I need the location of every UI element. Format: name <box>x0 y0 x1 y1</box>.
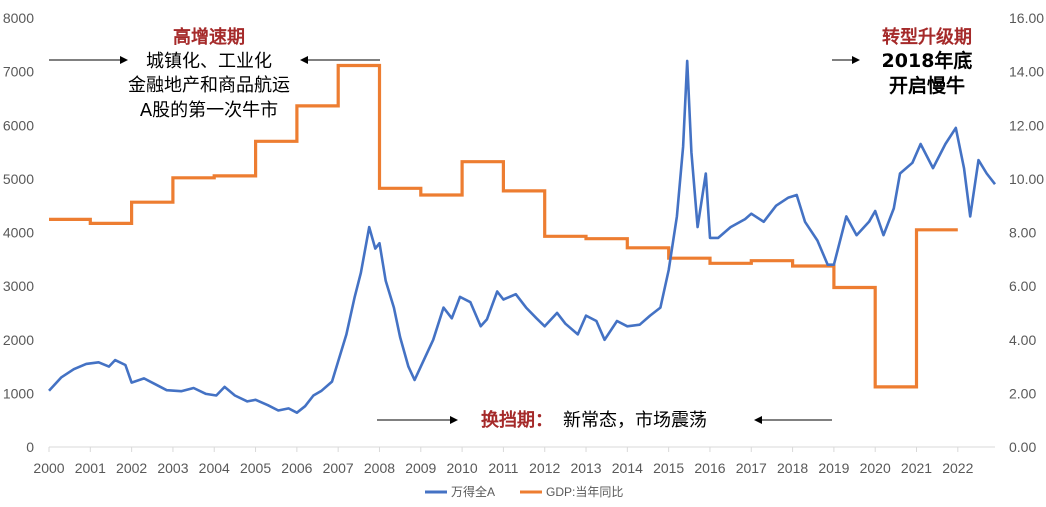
x-tick-label: 2006 <box>281 460 312 476</box>
x-tick-label: 2009 <box>405 460 436 476</box>
legend-label-index: 万得全A <box>451 484 495 499</box>
legend: 万得全A GDP:当年同比 <box>425 484 623 499</box>
transformation-period-title: 转型升级期 <box>882 26 972 48</box>
x-tick-label: 2010 <box>447 460 478 476</box>
arrow-left-icon <box>300 56 380 64</box>
x-tick-label: 2018 <box>777 460 808 476</box>
high-growth-line-3: A股的第一次牛市 <box>140 100 278 121</box>
x-tick-label: 2017 <box>736 460 767 476</box>
wind-all-a-series-line <box>48 59 997 415</box>
x-tick-label: 2015 <box>653 460 684 476</box>
x-tick-label: 2016 <box>694 460 725 476</box>
arrow-right-icon <box>377 416 458 424</box>
x-tick-label: 2002 <box>116 460 147 476</box>
x-tick-label: 2021 <box>901 460 932 476</box>
left-y-tick-label: 7000 <box>3 64 34 80</box>
left-y-tick-label: 1000 <box>3 385 34 401</box>
left-y-axis-ticks: 0 1000 2000 3000 4000 5000 6000 7000 8000 <box>3 10 34 455</box>
transformation-line-1: 2018年底 <box>882 49 973 72</box>
right-y-tick-label: 10.00 <box>1009 171 1044 187</box>
x-tick-label: 2007 <box>323 460 354 476</box>
high-growth-line-1: 城镇化、工业化 <box>146 51 272 72</box>
right-y-tick-label: 8.00 <box>1009 225 1036 241</box>
x-tick-label: 2000 <box>33 460 64 476</box>
high-growth-period-title: 高增速期 <box>173 26 245 48</box>
legend-label-gdp: GDP:当年同比 <box>546 485 623 499</box>
x-tick-label: 2005 <box>240 460 271 476</box>
transformation-line-2: 开启慢牛 <box>889 74 965 97</box>
x-tick-label: 2013 <box>570 460 601 476</box>
right-y-tick-label: 12.00 <box>1009 117 1044 133</box>
x-tick-label: 2004 <box>199 460 230 476</box>
right-y-tick-label: 6.00 <box>1009 278 1036 294</box>
right-y-axis-ticks: 0.00 2.00 4.00 6.00 8.00 10.00 12.00 14.00 16.00 <box>1009 10 1044 455</box>
arrow-right-icon <box>832 56 860 64</box>
x-tick-label: 2012 <box>529 460 560 476</box>
x-tick-label: 2011 <box>488 460 518 476</box>
arrow-left-icon <box>754 416 832 424</box>
x-tick-label: 2022 <box>942 460 973 476</box>
gdp-growth-series-line <box>49 63 958 389</box>
arrow-right-icon <box>49 56 128 64</box>
left-y-tick-label: 6000 <box>3 117 34 133</box>
right-y-tick-label: 2.00 <box>1009 385 1036 401</box>
left-y-tick-label: 2000 <box>3 332 34 348</box>
x-tick-label: 2020 <box>860 460 891 476</box>
shift-period-title: 换挡期： <box>481 409 553 431</box>
x-tick-label: 2001 <box>75 460 106 476</box>
left-y-tick-label: 8000 <box>3 10 34 26</box>
left-y-tick-label: 3000 <box>3 278 34 294</box>
shift-period-text: 新常态，市场震荡 <box>563 410 707 431</box>
high-growth-line-2: 金融地产和商品航运 <box>128 75 290 96</box>
left-y-tick-label: 5000 <box>3 171 34 187</box>
right-y-tick-label: 0.00 <box>1009 439 1036 455</box>
right-y-tick-label: 14.00 <box>1009 64 1044 80</box>
x-tick-label: 2008 <box>364 460 395 476</box>
right-y-tick-label: 16.00 <box>1009 10 1044 26</box>
left-y-tick-label: 4000 <box>3 225 34 241</box>
x-tick-label: 2014 <box>612 460 643 476</box>
x-tick-label: 2003 <box>157 460 188 476</box>
left-y-tick-label: 0 <box>26 439 34 455</box>
x-tick-label: 2019 <box>818 460 849 476</box>
x-axis-ticks: 2000 2001 2002 2003 2004 2005 2006 2007 2008 2009… <box>33 447 974 476</box>
right-y-tick-label: 4.00 <box>1009 332 1036 348</box>
